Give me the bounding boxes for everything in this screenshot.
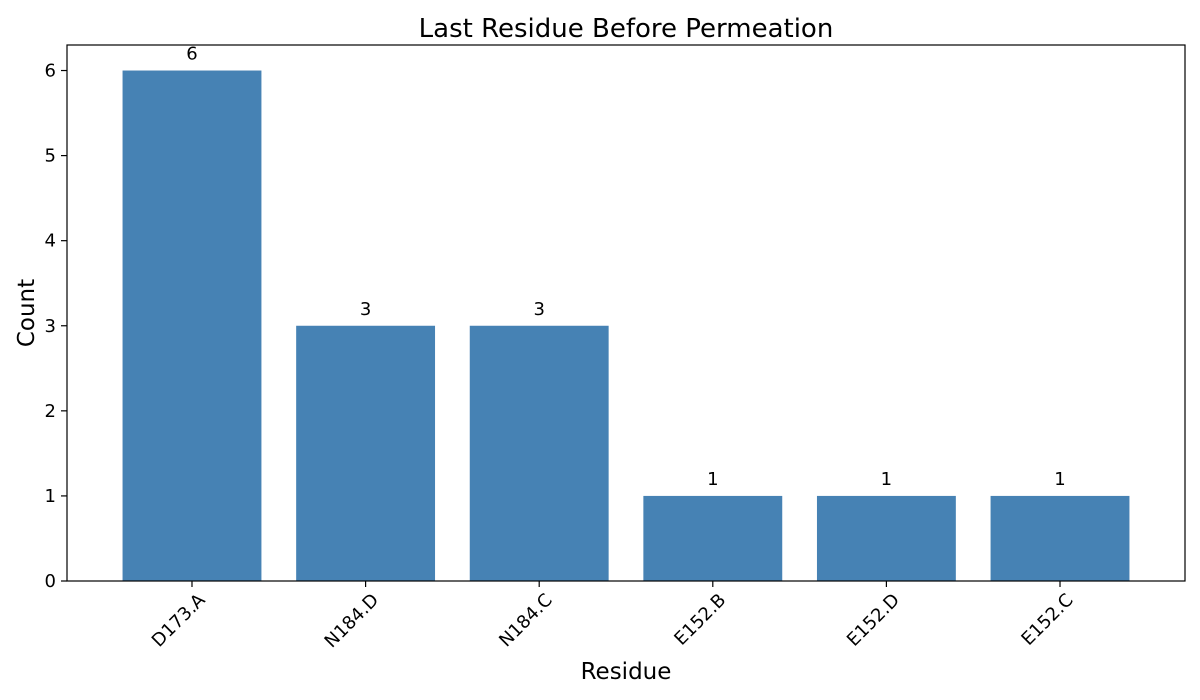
x-axis-ticks: D173.A N184.D N184.C E152.B E152.D E152.C bbox=[148, 581, 1078, 652]
x-tick-label: E152.D bbox=[843, 590, 904, 651]
bar-E152.B bbox=[643, 495, 783, 581]
y-axis-ticks: 0 1 2 3 4 5 6 bbox=[45, 61, 67, 592]
chart-title: Last Residue Before Permeation bbox=[419, 14, 834, 44]
x-tick-label: D173.A bbox=[148, 589, 210, 651]
y-axis-label: Count bbox=[14, 279, 40, 347]
data-label-D173.A: 6 bbox=[186, 44, 197, 65]
data-label-E152.D: 1 bbox=[881, 469, 892, 490]
bars-layer bbox=[122, 70, 1130, 582]
data-label-E152.C: 1 bbox=[1054, 469, 1065, 490]
x-tick-label: E152.B bbox=[670, 590, 730, 650]
x-tick-label: N184.C bbox=[495, 590, 557, 652]
plot-frame bbox=[66, 44, 1186, 582]
data-labels-layer: 6 3 3 1 1 1 bbox=[186, 44, 1065, 490]
x-axis-label: Residue bbox=[581, 659, 672, 685]
y-tick-label: 4 bbox=[45, 231, 56, 252]
bar-E152.D bbox=[816, 495, 956, 581]
y-tick-label: 0 bbox=[45, 571, 56, 592]
data-label-E152.B: 1 bbox=[707, 469, 718, 490]
y-tick-label: 3 bbox=[45, 316, 56, 337]
bar-N184.C bbox=[469, 325, 609, 581]
data-label-N184.C: 3 bbox=[533, 299, 544, 320]
y-tick-label: 2 bbox=[45, 401, 56, 422]
bar-D173.A bbox=[122, 70, 262, 582]
x-tick-label: E152.C bbox=[1017, 590, 1077, 650]
x-tick-label: N184.D bbox=[321, 590, 384, 653]
data-label-N184.D: 3 bbox=[360, 299, 371, 320]
y-tick-label: 1 bbox=[45, 486, 56, 507]
bar-E152.C bbox=[990, 495, 1130, 581]
y-tick-label: 6 bbox=[45, 61, 56, 82]
y-tick-label: 5 bbox=[45, 146, 56, 167]
bar-N184.D bbox=[296, 325, 436, 581]
